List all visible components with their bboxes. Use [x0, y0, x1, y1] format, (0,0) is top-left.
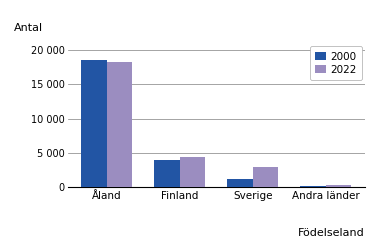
- Text: Födelseland: Födelseland: [298, 228, 365, 238]
- Bar: [81, 60, 107, 187]
- Text: Antal: Antal: [14, 23, 43, 33]
- Bar: [154, 161, 180, 187]
- Bar: [326, 185, 351, 187]
- Bar: [180, 157, 205, 187]
- Legend: 2000, 2022: 2000, 2022: [310, 46, 362, 80]
- Bar: [227, 179, 253, 187]
- Bar: [253, 167, 278, 187]
- Bar: [107, 62, 132, 187]
- Bar: [300, 186, 326, 187]
